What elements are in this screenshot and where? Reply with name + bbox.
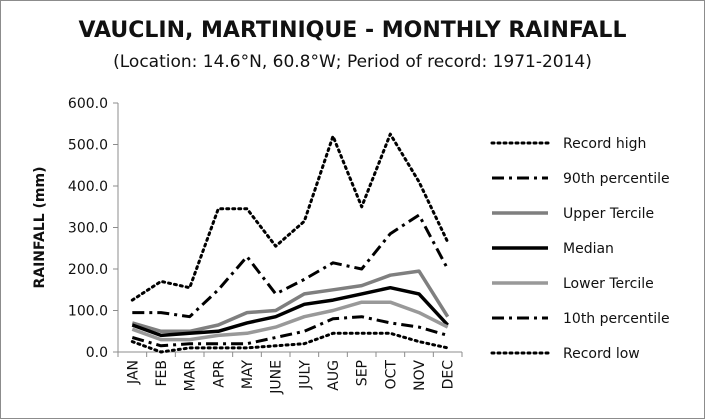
y-tick-label: 100.0 — [68, 304, 108, 320]
x-tick-label: OCT — [383, 360, 399, 390]
x-tick-label: JAN — [125, 360, 141, 385]
series-line-3 — [131, 285, 449, 338]
chart-axes: 0.0 100.0 200.0 300.0 400.0 500.0 600.0 JAN FEB M… — [68, 96, 463, 395]
x-tick-label: JUNE — [269, 360, 285, 395]
x-tick-label: MAY — [240, 360, 256, 390]
x-tick-label: MAR — [183, 360, 199, 392]
legend-label-2: Upper Tercile — [563, 206, 654, 222]
legend-label-1: 90th percentile — [563, 171, 670, 187]
x-tick-label: SEP — [355, 360, 371, 386]
y-tick-label: 400.0 — [68, 179, 108, 195]
y-tick-label: 500.0 — [68, 138, 108, 154]
chart-legend: Record high 90th percentile Upper Tercile M… — [490, 136, 670, 362]
legend-label-6: Record low — [563, 346, 640, 362]
y-tick-label: 0.0 — [86, 345, 108, 361]
legend-label-5: 10th percentile — [563, 311, 670, 327]
x-tick-label: DEC — [441, 360, 457, 390]
legend-label-4: Lower Tercile — [563, 276, 654, 292]
series-line-5 — [131, 315, 449, 348]
series-line-6 — [130, 331, 450, 354]
series-line-2 — [131, 269, 450, 334]
series-line-1 — [132, 213, 450, 319]
y-tick-label: 300.0 — [68, 221, 108, 237]
chart-title: VAUCLIN, MARTINIQUE - MONTHLY RAINFALL — [78, 18, 627, 43]
x-tick-label: FEB — [154, 360, 170, 387]
x-tick-label: NOV — [412, 360, 428, 391]
series-line-0 — [130, 132, 450, 302]
x-tick-label: AUG — [326, 360, 342, 391]
series-line-4 — [131, 300, 449, 342]
legend-label-3: Median — [563, 241, 614, 257]
y-axis-title: RAINFALL (mm) — [32, 166, 48, 288]
y-tick-label: 600.0 — [68, 96, 108, 112]
x-tick-label: JULY — [297, 360, 313, 390]
x-tick-label: APR — [211, 360, 227, 388]
chart-lines — [130, 132, 450, 354]
y-tick-label: 200.0 — [68, 262, 108, 278]
chart-subtitle: (Location: 14.6°N, 60.8°W; Period of rec… — [113, 52, 592, 72]
legend-label-0: Record high — [563, 136, 646, 152]
